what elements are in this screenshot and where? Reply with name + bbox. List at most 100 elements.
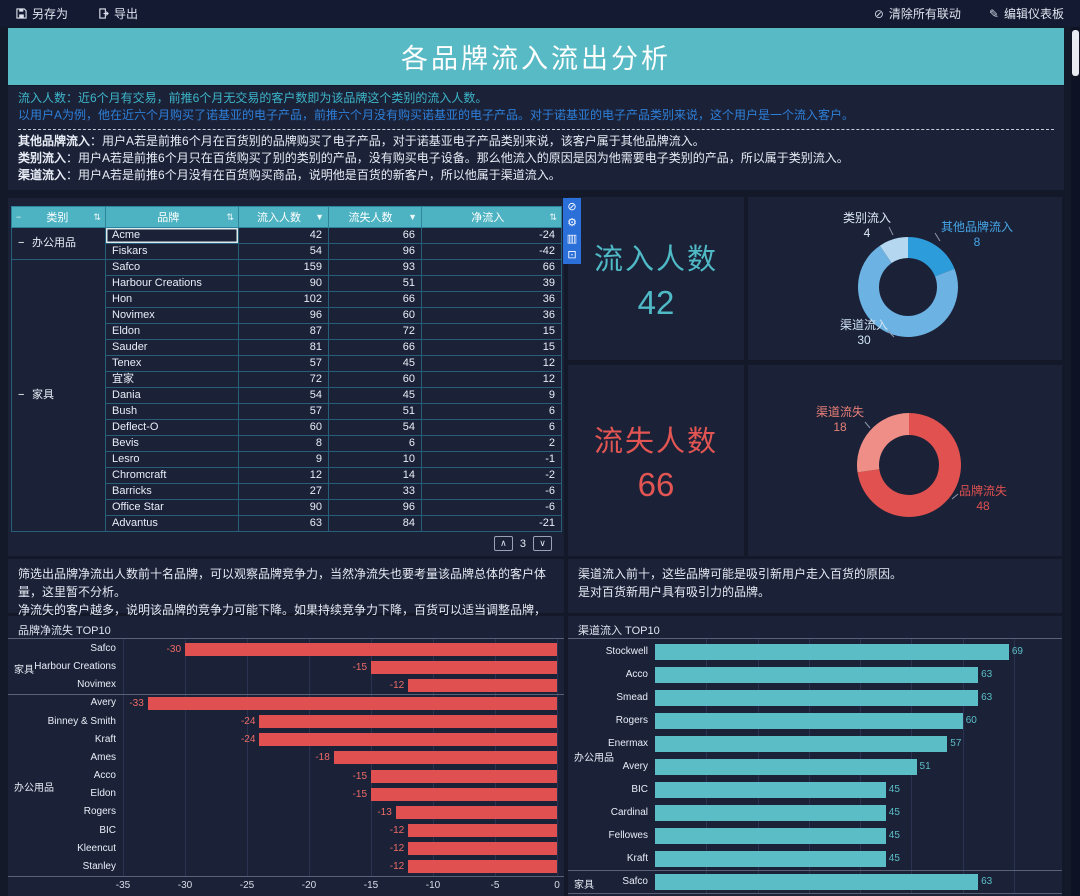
inflow-cell[interactable]: 57 xyxy=(238,403,329,420)
bar[interactable] xyxy=(655,804,886,821)
collapse-icon[interactable]: − xyxy=(18,237,25,249)
inflow-cell[interactable]: 63 xyxy=(238,515,329,532)
inflow-cell[interactable]: 81 xyxy=(238,339,329,356)
brand-cell[interactable]: Advantus xyxy=(105,515,239,532)
outflow-cell[interactable]: 54 xyxy=(328,419,422,436)
donut-slice-1[interactable] xyxy=(857,245,958,338)
brand-cell[interactable]: Fiskars xyxy=(105,243,239,260)
net-cell[interactable]: -42 xyxy=(421,243,562,260)
brand-cell[interactable]: Bevis xyxy=(105,435,239,452)
column-header-2[interactable]: 流入人数 ▼ xyxy=(238,206,329,228)
outflow-cell[interactable]: 45 xyxy=(328,355,422,372)
bar[interactable] xyxy=(655,758,917,775)
net-cell[interactable]: 36 xyxy=(421,307,562,324)
sort-icon[interactable]: ⇅ xyxy=(226,211,234,222)
outflow-cell[interactable]: 60 xyxy=(328,307,422,324)
inflow-cell[interactable]: 54 xyxy=(238,387,329,404)
bar[interactable] xyxy=(655,712,963,729)
bar[interactable] xyxy=(655,781,886,798)
bar[interactable] xyxy=(655,666,979,683)
column-header-0[interactable]: − 类别 ⇅ xyxy=(11,206,106,228)
page-down-button[interactable]: ∨ xyxy=(533,536,552,551)
bar[interactable] xyxy=(371,787,557,801)
bar[interactable] xyxy=(395,805,557,819)
export-button[interactable]: 导出 xyxy=(98,5,138,22)
brand-cell[interactable]: Lesro xyxy=(105,451,239,468)
scrollbar-thumb[interactable] xyxy=(1072,30,1079,76)
net-cell[interactable]: 15 xyxy=(421,339,562,356)
brand-cell[interactable]: Hon xyxy=(105,291,239,308)
widget-data-icon[interactable]: ▥ xyxy=(566,233,578,245)
net-cell[interactable]: -24 xyxy=(421,227,562,244)
brand-cell[interactable]: Chromcraft xyxy=(105,467,239,484)
outflow-cell[interactable]: 72 xyxy=(328,323,422,340)
outflow-cell[interactable]: 33 xyxy=(328,483,422,500)
bar[interactable] xyxy=(371,769,557,783)
outflow-cell[interactable]: 6 xyxy=(328,435,422,452)
bar[interactable] xyxy=(655,850,886,867)
outflow-cell[interactable]: 51 xyxy=(328,275,422,292)
brand-cell[interactable]: Bush xyxy=(105,403,239,420)
edit-dashboard-button[interactable]: ✎ 编辑仪表板 xyxy=(989,5,1064,22)
bar[interactable] xyxy=(147,697,557,711)
net-cell[interactable]: -21 xyxy=(421,515,562,532)
outflow-cell[interactable]: 84 xyxy=(328,515,422,532)
net-cell[interactable]: 66 xyxy=(421,259,562,276)
net-cell[interactable]: -1 xyxy=(421,451,562,468)
net-cell[interactable]: -6 xyxy=(421,499,562,516)
net-cell[interactable]: 6 xyxy=(421,403,562,420)
brand-cell[interactable]: Eldon xyxy=(105,323,239,340)
donut-slice-0[interactable] xyxy=(908,237,955,277)
inflow-cell[interactable]: 87 xyxy=(238,323,329,340)
inflow-cell[interactable]: 96 xyxy=(238,307,329,324)
brand-cell[interactable]: Safco xyxy=(105,259,239,276)
inflow-cell[interactable]: 8 xyxy=(238,435,329,452)
brand-cell[interactable]: Office Star xyxy=(105,499,239,516)
page-up-button[interactable]: ∧ xyxy=(493,536,513,551)
outflow-cell[interactable]: 45 xyxy=(328,387,422,404)
collapse-icon[interactable]: − xyxy=(18,389,25,401)
inflow-cell[interactable]: 102 xyxy=(238,291,329,308)
bar[interactable] xyxy=(655,735,948,752)
donut-slice-2[interactable] xyxy=(879,237,908,264)
inflow-cell[interactable]: 72 xyxy=(238,371,329,388)
bar[interactable] xyxy=(408,842,557,856)
donut-slice-0[interactable] xyxy=(857,413,962,517)
filter-icon[interactable]: ▼ xyxy=(315,212,324,222)
net-cell[interactable]: 12 xyxy=(421,355,562,372)
brand-cell[interactable]: Deflect-O xyxy=(105,419,239,436)
brand-cell[interactable]: Novimex xyxy=(105,307,239,324)
outflow-cell[interactable]: 66 xyxy=(328,227,422,244)
brand-cell[interactable]: Dania xyxy=(105,387,239,404)
brand-cell[interactable]: 宜家 xyxy=(105,371,239,388)
outflow-cell[interactable]: 96 xyxy=(328,499,422,516)
column-header-1[interactable]: 品牌 ⇅ xyxy=(105,206,239,228)
outflow-cell[interactable]: 96 xyxy=(328,243,422,260)
widget-clear-linkage-icon[interactable]: ⊘ xyxy=(567,201,577,213)
inflow-cell[interactable]: 57 xyxy=(238,355,329,372)
donut-slice-1[interactable] xyxy=(857,413,909,473)
outflow-cell[interactable]: 66 xyxy=(328,291,422,308)
outflow-cell[interactable]: 93 xyxy=(328,259,422,276)
bar[interactable] xyxy=(408,678,557,692)
scrollbar-track[interactable] xyxy=(1071,27,1080,896)
brand-cell[interactable]: Tenex xyxy=(105,355,239,372)
category-cell[interactable]: − 办公用品 xyxy=(11,227,106,260)
inflow-cell[interactable]: 60 xyxy=(238,419,329,436)
clear-linkage-button[interactable]: ⊘ 清除所有联动 xyxy=(874,5,961,22)
brand-cell[interactable]: Sauder xyxy=(105,339,239,356)
outflow-cell[interactable]: 60 xyxy=(328,371,422,388)
bar[interactable] xyxy=(185,642,557,656)
bar[interactable] xyxy=(259,715,557,729)
inflow-cell[interactable]: 42 xyxy=(238,227,329,244)
net-cell[interactable]: -2 xyxy=(421,467,562,484)
inflow-cell[interactable]: 9 xyxy=(238,451,329,468)
widget-settings-icon[interactable]: ⚙ xyxy=(567,217,577,229)
bar[interactable] xyxy=(371,660,557,674)
filter-icon[interactable]: ▼ xyxy=(408,212,417,222)
column-header-3[interactable]: 流失人数 ▼ xyxy=(328,206,422,228)
brand-cell[interactable]: Barricks xyxy=(105,483,239,500)
inflow-cell[interactable]: 90 xyxy=(238,499,329,516)
bar[interactable] xyxy=(259,733,557,747)
inflow-cell[interactable]: 159 xyxy=(238,259,329,276)
